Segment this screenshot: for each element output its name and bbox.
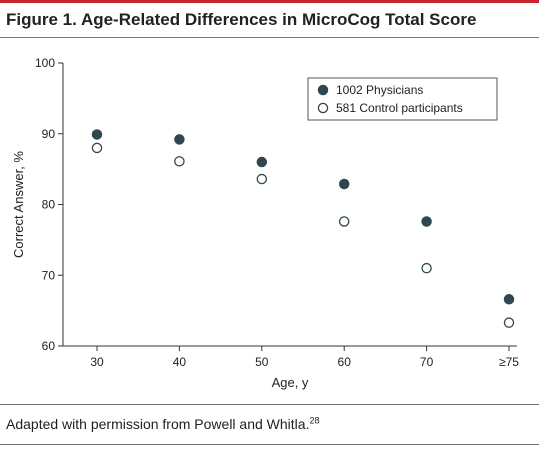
x-tick-label: ≥75 [499,355,519,369]
control-data-point [421,262,432,274]
caption-text: Adapted with permission from Powell and … [6,416,310,432]
caption-reference: 28 [309,415,320,426]
y-tick-label: 100 [35,56,55,70]
legend-control-marker [317,102,329,114]
y-tick-label: 60 [42,339,56,353]
chart-bottom-divider [0,404,539,405]
physicians-data-point [421,216,432,227]
y-tick-label: 70 [42,268,56,282]
top-accent-rule [0,0,539,3]
x-tick-label: 60 [338,355,352,369]
x-tick-label: 30 [90,355,104,369]
title-divider [0,37,539,38]
y-tick-label: 80 [42,198,56,212]
control-data-point [174,156,185,167]
x-tick-label: 70 [420,355,434,369]
legend-physicians-label: 1002 Physicians [336,83,423,97]
physicians-data-point [256,156,268,168]
scatter-chart: 60 70 80 90 100 30 40 50 60 70 ≥75 Age, y Correct An… [11,56,519,390]
y-tick-label: 90 [42,127,56,141]
control-data-point [338,216,350,227]
control-data-point [91,142,103,154]
physicians-data-point [91,129,103,140]
figure-caption: Adapted with permission from Powell and … [6,416,319,432]
x-tick-label: 50 [255,355,269,369]
y-axis-label: Correct Answer, % [11,151,26,258]
legend-physicians-marker [317,84,329,96]
physicians-data-point [503,294,515,305]
physicians-data-point [338,178,350,190]
control-data-point [503,317,515,328]
x-axis-label: Age, y [272,375,309,390]
legend-control-label: 581 Control participants [336,101,463,115]
footer-divider [0,444,539,445]
legend-box [307,77,498,121]
x-tick-label: 40 [173,355,187,369]
physicians-data-point [174,134,185,145]
figure-title: Figure 1. Age-Related Differences in Mic… [6,10,477,29]
control-data-point [256,173,268,185]
